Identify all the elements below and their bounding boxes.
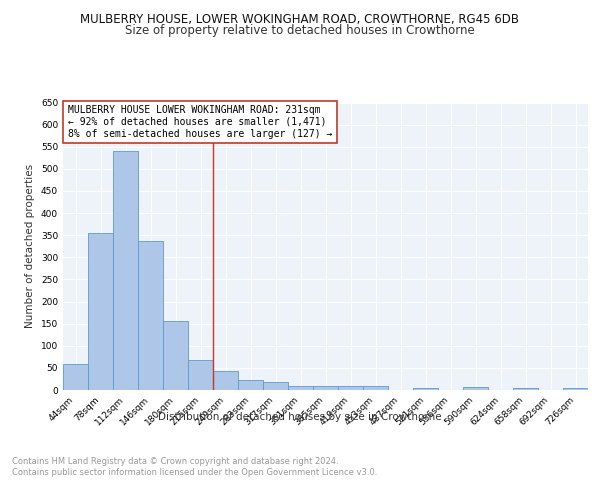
Bar [413, 388, 438, 390]
Bar [88, 234, 113, 390]
Text: MULBERRY HOUSE LOWER WOKINGHAM ROAD: 231sqm
← 92% of detached houses are smaller: MULBERRY HOUSE LOWER WOKINGHAM ROAD: 231… [68, 106, 332, 138]
Bar [238, 380, 263, 390]
Bar [463, 387, 488, 390]
Text: MULBERRY HOUSE, LOWER WOKINGHAM ROAD, CROWTHORNE, RG45 6DB: MULBERRY HOUSE, LOWER WOKINGHAM ROAD, CR… [80, 12, 520, 26]
Bar [263, 382, 288, 390]
Bar [313, 386, 338, 390]
Bar [338, 386, 363, 390]
Bar [563, 388, 588, 390]
Bar [288, 386, 313, 390]
Text: Contains HM Land Registry data © Crown copyright and database right 2024.
Contai: Contains HM Land Registry data © Crown c… [12, 458, 377, 477]
Text: Size of property relative to detached houses in Crowthorne: Size of property relative to detached ho… [125, 24, 475, 37]
Bar [138, 240, 163, 390]
Bar [513, 388, 538, 390]
Bar [63, 364, 88, 390]
Bar [363, 386, 388, 390]
Bar [213, 372, 238, 390]
Y-axis label: Number of detached properties: Number of detached properties [25, 164, 35, 328]
Text: Distribution of detached houses by size in Crowthorne: Distribution of detached houses by size … [158, 412, 442, 422]
Bar [113, 151, 138, 390]
Bar [163, 322, 188, 390]
Bar [188, 360, 213, 390]
